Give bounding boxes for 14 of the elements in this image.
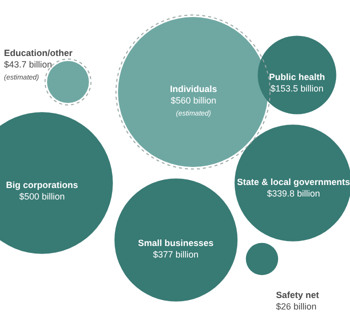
data-label: $377 billion [153, 250, 199, 260]
category-label: Small businesses [138, 238, 214, 248]
category-label: Safety net [276, 290, 320, 300]
data-label: $560 billion [170, 96, 216, 106]
data-label: $26 billion [276, 302, 317, 312]
data-label: $43.7 billion [4, 60, 52, 70]
data-label: $339.8 billion [267, 188, 320, 199]
category-label: Individuals [170, 84, 218, 94]
data-label: $500 billion [19, 192, 65, 202]
data-label: $153.5 billion [270, 84, 324, 94]
category-label: State & local governments [237, 177, 350, 187]
category-label: Education/other [4, 48, 73, 58]
category-label: Big corporations [6, 180, 78, 190]
category-label: Public health [269, 72, 326, 82]
